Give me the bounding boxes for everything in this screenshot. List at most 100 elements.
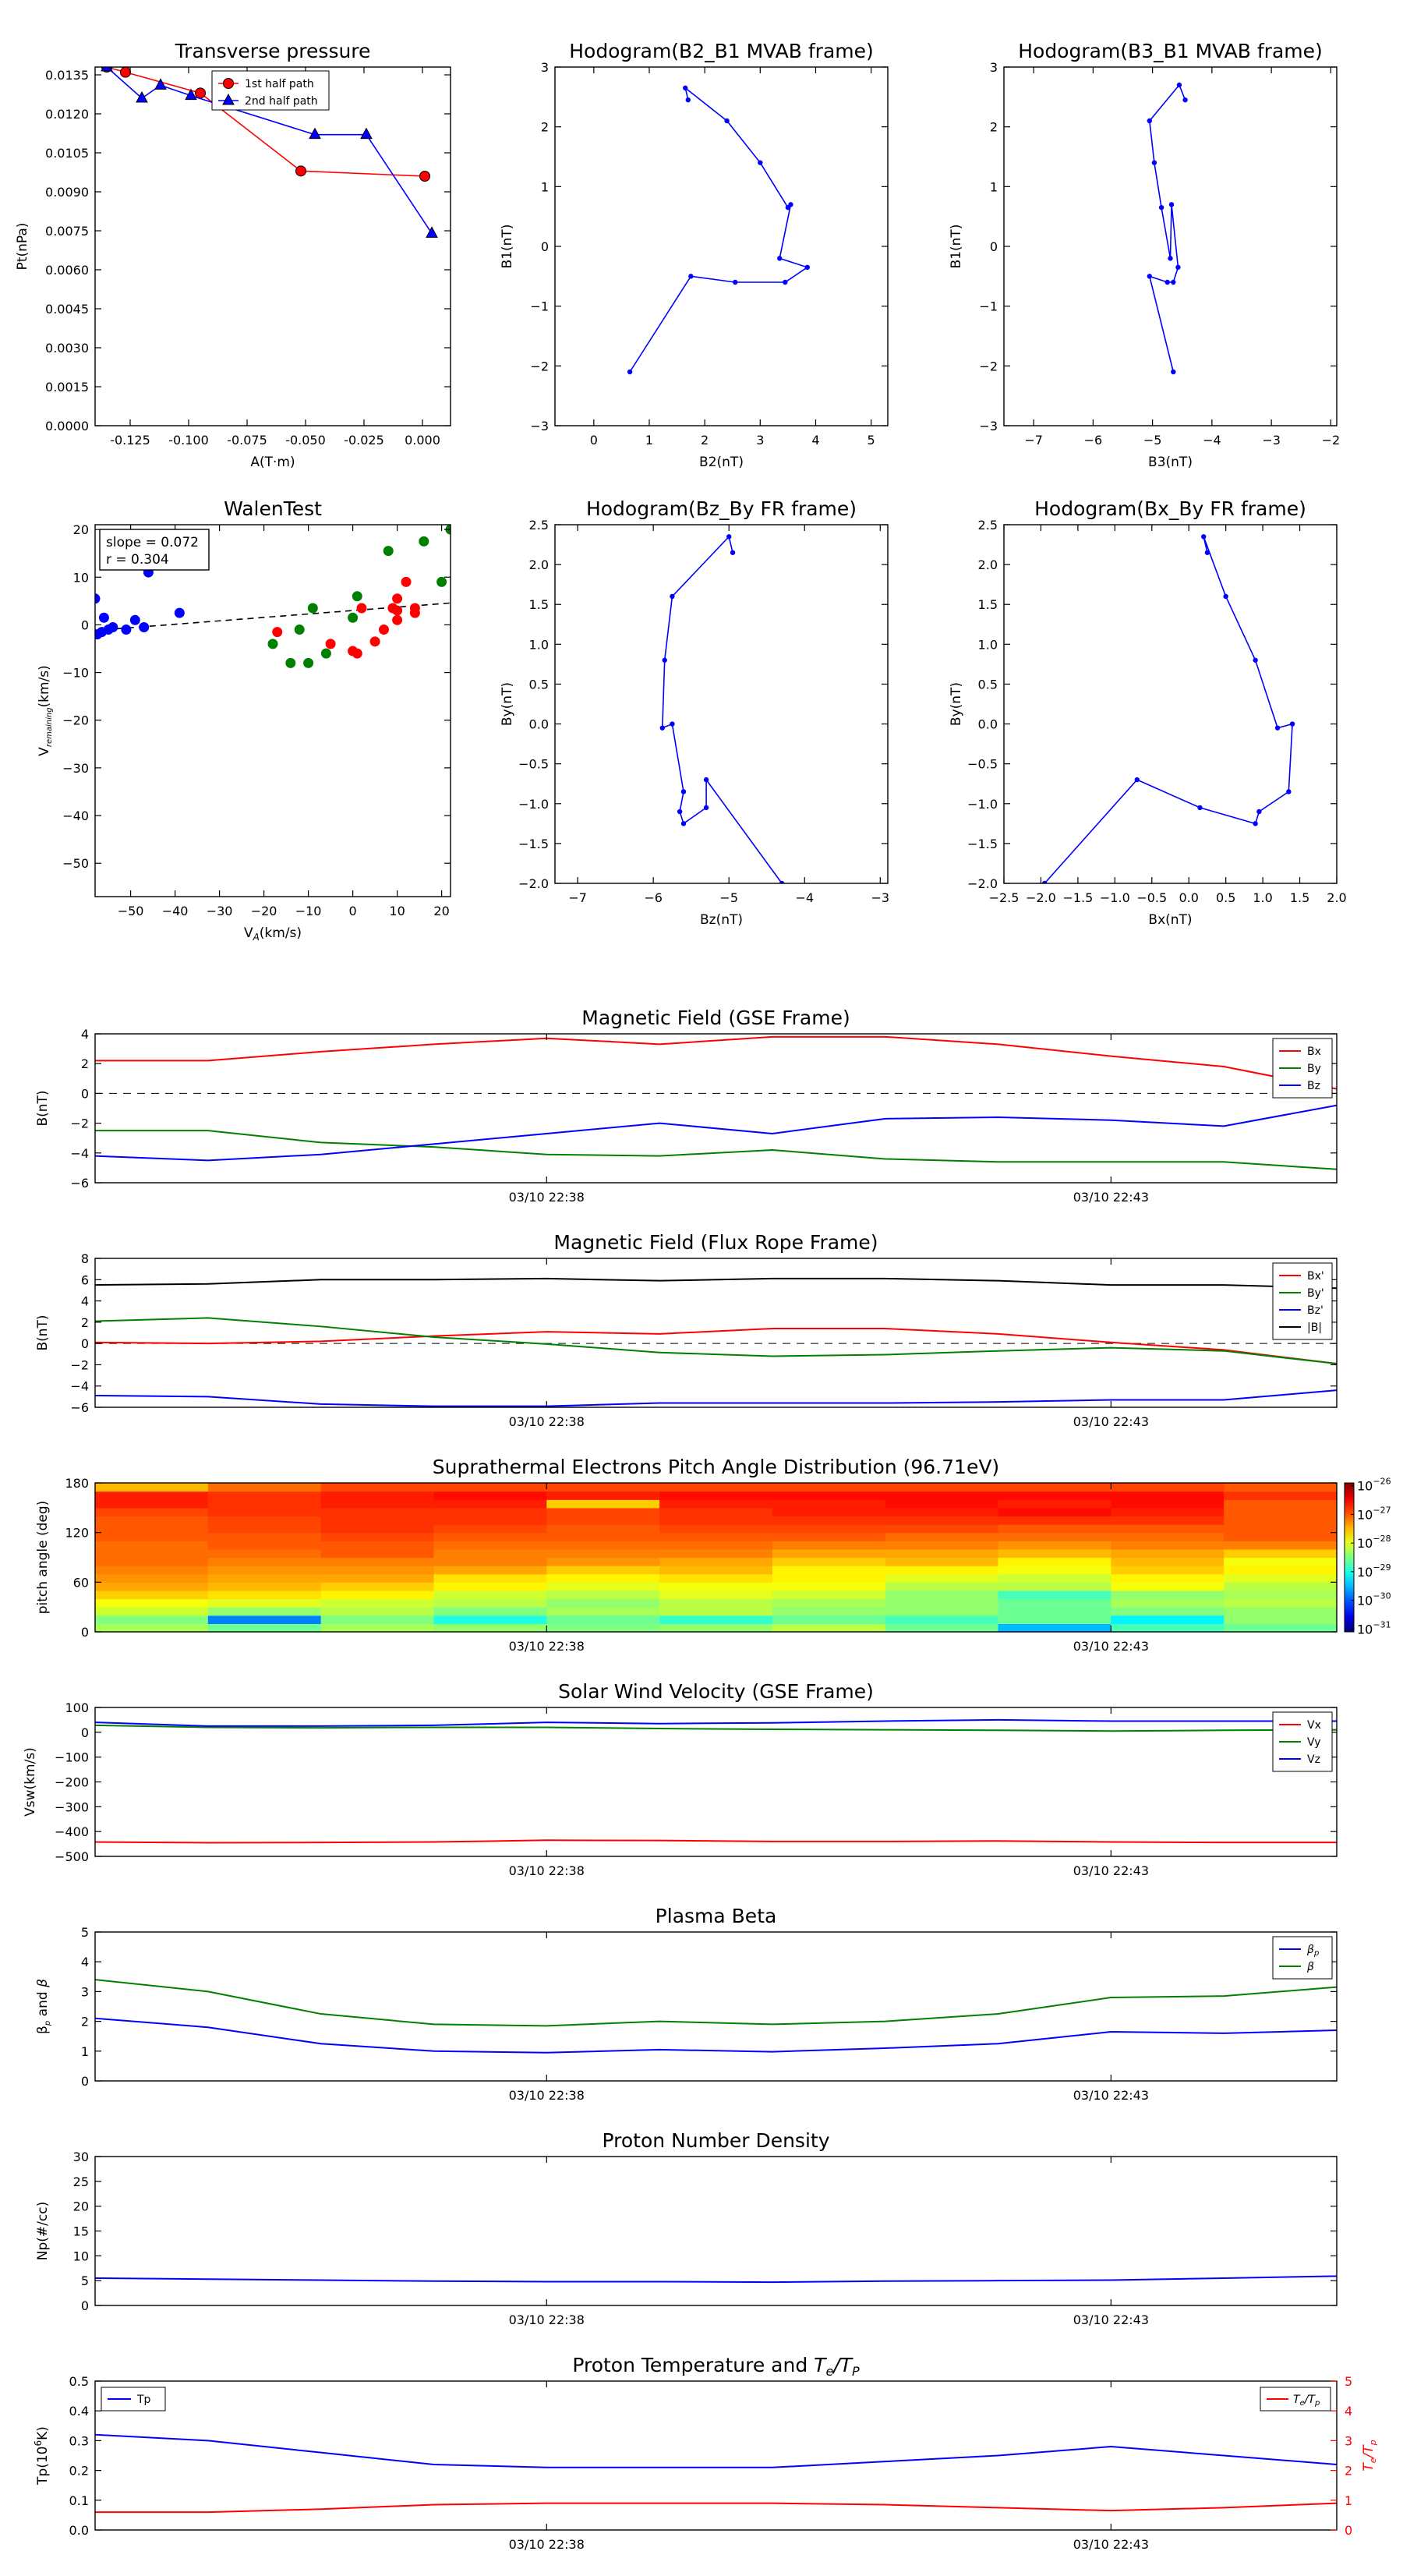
heatmap-cell bbox=[772, 1491, 886, 1500]
y-tick-label: −2 bbox=[70, 1116, 89, 1131]
heatmap-cell bbox=[1111, 1590, 1225, 1600]
plot-frame bbox=[94, 524, 451, 897]
heatmap-cell bbox=[1224, 1499, 1338, 1509]
y-tick-label: 0.0000 bbox=[45, 419, 89, 433]
x-tick-label: −2.0 bbox=[1026, 890, 1056, 905]
chart-title: Transverse pressure bbox=[175, 40, 371, 62]
data-point bbox=[1253, 821, 1258, 826]
data-point bbox=[222, 93, 235, 105]
y2-tick-label: 1 bbox=[1345, 2493, 1352, 2508]
y-axis-label: B1(nT) bbox=[949, 225, 964, 269]
title-math-sub: e bbox=[825, 2364, 833, 2379]
heatmap-cell bbox=[320, 1623, 435, 1633]
heatmap-cell bbox=[320, 1573, 435, 1583]
heatmap-cell bbox=[207, 1499, 322, 1509]
data-point bbox=[98, 612, 109, 623]
chart-wt: WalenTest −50 −40 −30 −20 −10 0 10 20 −50 −40 −30 −2… bbox=[37, 497, 451, 943]
legend-label: Tp bbox=[136, 2394, 151, 2406]
y2-axis-label-sub2: p bbox=[1368, 2440, 1378, 2446]
y-axis-label-sup: 6 bbox=[33, 2440, 44, 2447]
heatmap-cell bbox=[885, 1507, 999, 1517]
x-tick-label: -0.100 bbox=[168, 433, 209, 448]
heatmap-cell bbox=[207, 1532, 322, 1541]
heatmap-cell bbox=[320, 1499, 435, 1509]
y-tick-label: 20 bbox=[73, 522, 89, 537]
chart-title: Hodogram(B2_B1 MVAB frame) bbox=[569, 40, 874, 62]
y-tick-label: −1.0 bbox=[518, 797, 549, 812]
legend-label-sub: e bbox=[1300, 2399, 1305, 2408]
data-point bbox=[1253, 657, 1258, 663]
y-tick-label: 0.5 bbox=[529, 677, 549, 692]
y-tick-label: 15 bbox=[73, 2224, 89, 2239]
x-tick-label: −0.5 bbox=[1136, 890, 1167, 905]
heatmap-cell bbox=[207, 1483, 322, 1492]
x-tick-label: −5 bbox=[1143, 433, 1162, 448]
heatmap-cell bbox=[659, 1582, 773, 1591]
y2-tick-label: 5 bbox=[1345, 2374, 1352, 2389]
heatmap-cell bbox=[207, 1557, 322, 1566]
heatmap-cell bbox=[320, 1590, 435, 1600]
legend-label: By bbox=[1307, 1063, 1321, 1075]
heatmap-cell bbox=[433, 1582, 547, 1591]
heatmap-cell bbox=[659, 1623, 773, 1633]
data-point bbox=[627, 369, 633, 375]
x-tick-label: 03/10 22:38 bbox=[509, 2088, 585, 2103]
y-axis-label-end: β bbox=[35, 1979, 51, 1988]
data-point bbox=[685, 97, 691, 103]
y-tick-label: 120 bbox=[65, 1526, 89, 1541]
y-tick-label: 0.3 bbox=[69, 2433, 89, 2448]
colorbar-tick-exp: −26 bbox=[1373, 1477, 1391, 1487]
x-tick-label: 0.0 bbox=[1179, 890, 1198, 905]
heatmap-cell bbox=[320, 1615, 435, 1624]
heatmap-cell bbox=[772, 1548, 886, 1559]
legend-label: By' bbox=[1307, 1287, 1324, 1300]
y-axis-label-mid: and bbox=[35, 1987, 51, 2021]
x-tick-label: −10 bbox=[295, 904, 322, 918]
data-point bbox=[670, 721, 675, 727]
data-point bbox=[1041, 880, 1048, 883]
heatmap-cell bbox=[885, 1590, 999, 1600]
x-axis-label: A(T·m) bbox=[250, 455, 295, 470]
data-point bbox=[724, 118, 730, 124]
x-tick-label: −7 bbox=[568, 890, 587, 905]
heatmap-cell bbox=[998, 1483, 1111, 1492]
y-tick-label: 0.5 bbox=[69, 2374, 89, 2389]
y-tick-label: −1.0 bbox=[967, 797, 998, 812]
x-tick-label: 03/10 22:38 bbox=[509, 2537, 585, 2552]
series-line-0 bbox=[95, 2433, 1337, 2468]
heatmap-cell bbox=[998, 1615, 1111, 1624]
data-point bbox=[703, 805, 709, 811]
plot-frame bbox=[94, 1482, 1338, 1633]
heatmap-cell bbox=[207, 1623, 322, 1633]
chart-sw: Solar Wind Velocity (GSE Frame) 03/10 22:… bbox=[23, 1680, 1338, 1878]
heatmap-cell bbox=[1111, 1615, 1225, 1624]
data-point bbox=[777, 256, 783, 261]
heatmap-cell bbox=[772, 1582, 886, 1591]
data-point bbox=[309, 127, 321, 140]
heatmap-cell bbox=[433, 1557, 547, 1566]
data-point bbox=[1171, 369, 1176, 375]
heatmap-cell bbox=[320, 1483, 435, 1492]
data-point bbox=[1176, 82, 1182, 88]
heatmap-cell bbox=[433, 1573, 547, 1583]
data-point bbox=[1256, 809, 1262, 815]
annotation-r: r = 0.304 bbox=[106, 552, 169, 568]
y-tick-label: 0 bbox=[81, 1625, 89, 1640]
heatmap-cell bbox=[998, 1532, 1111, 1541]
heatmap-cell bbox=[885, 1541, 999, 1550]
heatmap-cell bbox=[772, 1541, 886, 1550]
heatmap-cell bbox=[546, 1615, 660, 1624]
y-tick-label: 0 bbox=[81, 2074, 89, 2089]
heatmap-cell bbox=[320, 1566, 435, 1575]
colorbar bbox=[1344, 1482, 1355, 1633]
data-point bbox=[662, 657, 667, 663]
heatmap-cell bbox=[1224, 1615, 1338, 1624]
heatmap-cell bbox=[998, 1566, 1111, 1575]
y-tick-label: −6 bbox=[70, 1400, 89, 1415]
heatmap-cell bbox=[772, 1557, 886, 1566]
y2-tick-label: 4 bbox=[1345, 2404, 1352, 2419]
x-axis-label-unit: (km/s) bbox=[260, 925, 302, 941]
y-tick-label: 10 bbox=[73, 2249, 89, 2263]
chart-mfr: Magnetic Field (Flux Rope Frame) 03/10 22… bbox=[35, 1231, 1338, 1429]
